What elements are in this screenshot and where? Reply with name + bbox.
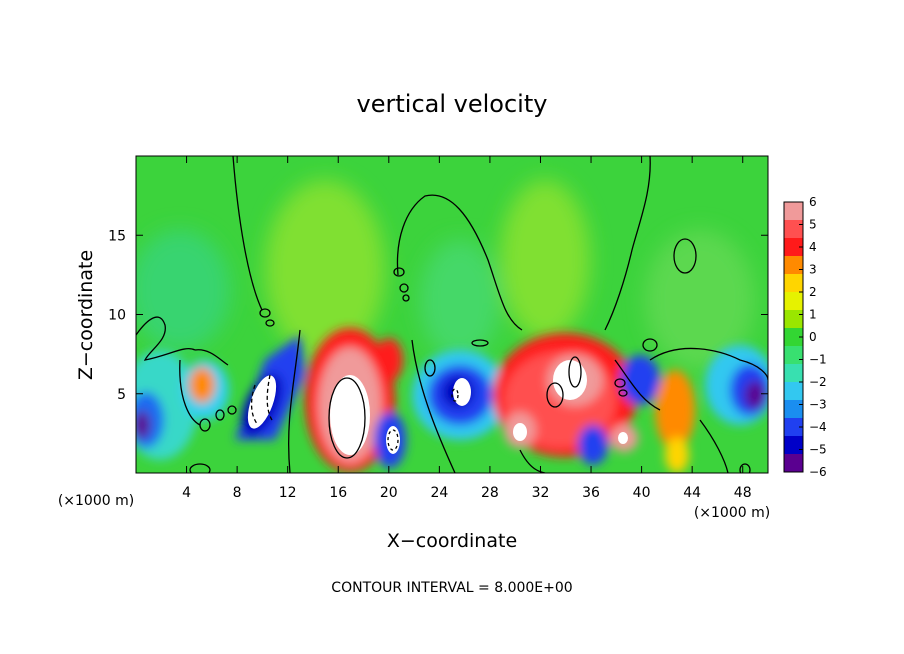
colorbar-tick-label-3: 3: [809, 263, 817, 277]
contour-line-29: [471, 339, 489, 347]
contour-line-24: [265, 319, 275, 327]
chart-title: vertical velocity: [357, 90, 548, 118]
contour-line-28: [424, 359, 436, 377]
contour-line-1: [232, 156, 263, 311]
x-tick-label-10: 44: [683, 485, 701, 501]
contour-line-17: [614, 378, 626, 388]
colorbar-tick-label-9: −3: [809, 398, 827, 412]
plot-area: [136, 156, 768, 473]
x-tick-label-8: 36: [582, 485, 600, 501]
contour-line-30: [739, 463, 751, 473]
x-tick-label-4: 20: [380, 485, 398, 501]
colorbar-tick-label-7: −1: [809, 353, 827, 367]
colorbar-segment-7: [784, 328, 803, 347]
x-unit-right: (×1000 m): [694, 505, 770, 521]
contour-line-31: [189, 463, 211, 473]
colorbar-segment-5: [784, 292, 803, 311]
colorbar-segment-10: [784, 382, 803, 401]
contour-line-2: [396, 194, 523, 331]
x-tick-label-9: 40: [633, 485, 651, 501]
y-tick-labels: 5 10 15: [108, 228, 126, 403]
contour-line-22: [227, 405, 237, 415]
contour-line-23: [259, 308, 271, 318]
colorbar: 6 5 4 3 2 1 0 −1 −2 −3 −4 −5 −6: [783, 195, 827, 479]
x-tick-labels: 4 8 12 16 20 24 28 32 36 40 44 48: [182, 485, 752, 501]
contour-line-33: [266, 374, 273, 421]
y-tick-label-1: 10: [108, 308, 126, 324]
x-axis-label: X−coordinate: [387, 530, 517, 552]
colorbar-segment-13: [784, 436, 803, 455]
contour-interval-note: CONTOUR INTERVAL = 8.000E+00: [331, 580, 572, 596]
contour-line-16: [546, 382, 564, 408]
x-tick-label-11: 48: [734, 485, 752, 501]
contour-line-27: [402, 294, 410, 302]
contour-line-34: [387, 429, 399, 451]
contour-line-20: [199, 418, 211, 432]
contour-line-6: [179, 359, 201, 426]
colorbar-tick-label-4: 2: [809, 285, 817, 299]
contour-line-18: [618, 389, 628, 397]
colorbar-tick-label-12: −6: [809, 465, 827, 479]
contour-line-12: [699, 419, 729, 473]
colorbar-segment-14: [784, 454, 803, 473]
colorbar-segment-2: [784, 238, 803, 257]
contour-lines: [136, 156, 768, 473]
contour-line-32: [250, 384, 259, 426]
colorbar-segment-6: [784, 310, 803, 329]
colorbar-tick-label-1: 5: [809, 218, 817, 232]
contour-line-21: [215, 409, 225, 421]
x-tick-label-5: 24: [430, 485, 448, 501]
x-tick-label-3: 16: [329, 485, 347, 501]
upper-field-shading: [136, 180, 755, 370]
y-tick-marks: [136, 234, 768, 395]
contour-line-13: [673, 238, 697, 274]
contour-line-7: [288, 329, 301, 473]
contour-line-4: [136, 316, 196, 361]
x-unit-left: (×1000 m): [58, 493, 134, 509]
colorbar-tick-label-10: −4: [809, 420, 827, 434]
colorbar-segment-0: [784, 202, 803, 221]
y-tick-label-0: 5: [117, 387, 126, 403]
contour-line-9: [649, 347, 768, 381]
contour-line-25: [393, 267, 405, 277]
colorbar-tick-label-11: −5: [809, 443, 827, 457]
y-axis-label: Z−coordinate: [75, 250, 97, 380]
x-tick-label-6: 28: [481, 485, 499, 501]
contour-line-14: [328, 377, 366, 459]
colorbar-segment-3: [784, 256, 803, 275]
colorbar-segment-4: [784, 274, 803, 293]
y-tick-label-2: 15: [108, 228, 126, 244]
contour-line-26: [399, 283, 409, 293]
colorbar-tick-label-6: 0: [809, 330, 817, 344]
colorbar-segment-8: [784, 346, 803, 365]
colorbar-tick-label-2: 4: [809, 240, 817, 254]
colorbar-segment-1: [784, 220, 803, 239]
contour-line-15: [568, 356, 582, 388]
x-tick-label-0: 4: [182, 485, 191, 501]
colorbar-tick-label-8: −2: [809, 375, 827, 389]
contour-line-8: [411, 339, 456, 473]
contour-line-3: [604, 156, 651, 331]
colorbar-segment-12: [784, 418, 803, 437]
x-tick-marks: [186, 156, 744, 473]
x-tick-label-2: 12: [279, 485, 297, 501]
contour-line-35: [451, 388, 459, 402]
colorbar-tick-label-5: 1: [809, 308, 817, 322]
x-tick-label-7: 32: [532, 485, 550, 501]
contour-line-5: [194, 349, 229, 366]
contour-line-19: [642, 338, 658, 352]
colorbar-segment-9: [784, 364, 803, 383]
colorbar-tick-label-0: 6: [809, 195, 817, 209]
colorbar-segment-11: [784, 400, 803, 419]
contour-line-10: [614, 359, 661, 411]
x-tick-label-1: 8: [233, 485, 242, 501]
